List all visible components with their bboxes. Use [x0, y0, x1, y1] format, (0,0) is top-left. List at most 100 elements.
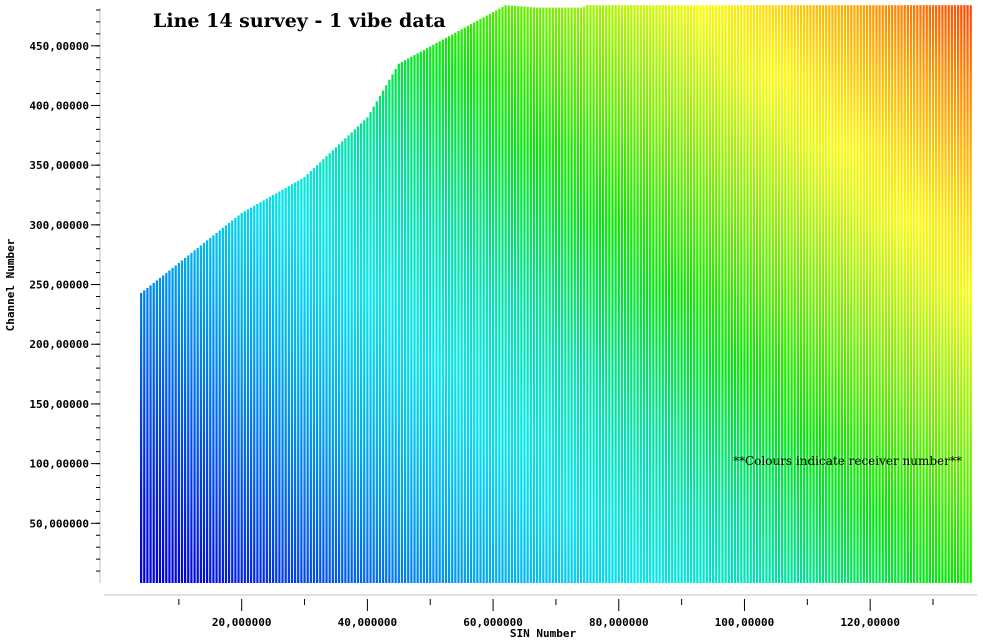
receiver-bar [224, 225, 228, 584]
receiver-bar [809, 5, 812, 583]
receiver-bar [363, 120, 366, 584]
receiver-bar [595, 5, 598, 583]
receiver-bar [331, 150, 334, 584]
receiver-bar [350, 132, 353, 583]
receiver-bar [325, 156, 328, 583]
receiver-bar [645, 5, 649, 583]
receiver-bar [162, 275, 165, 583]
receiver-bar [347, 135, 350, 583]
receiver-bar [859, 5, 862, 583]
receiver-bar [353, 129, 356, 583]
receiver-bar [730, 5, 734, 583]
receiver-bar [526, 6, 529, 584]
receiver-bar [652, 5, 655, 583]
receiver-bar [488, 13, 492, 584]
receiver-bar [834, 5, 837, 583]
receiver-bar [950, 5, 953, 583]
receiver-bar [702, 5, 705, 583]
receiver-bar [957, 5, 960, 583]
receiver-bar [303, 177, 306, 583]
receiver-bar [385, 85, 388, 584]
receiver-bar [680, 5, 683, 583]
receiver-bar [281, 189, 284, 583]
receiver-bar [557, 7, 561, 583]
bars-group [140, 5, 972, 584]
receiver-bar [909, 5, 913, 583]
receiver-bar [209, 237, 212, 583]
receiver-bar [561, 7, 564, 583]
receiver-bar [938, 5, 941, 583]
receiver-bar [586, 5, 589, 583]
receiver-bar [419, 51, 422, 583]
chart-title: Line 14 survey - 1 vibe data [153, 10, 446, 32]
receiver-bar [554, 7, 558, 583]
receiver-bar [567, 7, 570, 583]
receiver-bar [454, 32, 457, 584]
x-tick-label: 60,000000 [463, 616, 523, 629]
receiver-bar [171, 267, 174, 583]
receiver-bar [589, 5, 592, 583]
receiver-bar [444, 37, 448, 583]
receiver-bar [787, 5, 790, 583]
receiver-bar [193, 250, 196, 583]
receiver-bar [699, 5, 702, 583]
receiver-bar [300, 178, 303, 583]
receiver-bar [784, 5, 787, 583]
receiver-bar [620, 5, 624, 583]
receiver-bar [828, 5, 831, 583]
receiver-bar [463, 27, 466, 584]
receiver-bar [152, 282, 155, 583]
receiver-bar [545, 7, 548, 583]
receiver-bar [143, 290, 146, 583]
receiver-bar [284, 187, 287, 583]
receiver-bar [184, 257, 187, 583]
receiver-bar [451, 34, 454, 583]
receiver-bar [708, 5, 712, 583]
x-axis-title: SIN Number [510, 627, 577, 640]
receiver-bar [812, 5, 815, 583]
receiver-bar [469, 24, 473, 584]
receiver-bar [724, 5, 727, 583]
receiver-bar [743, 5, 746, 583]
receiver-bar [721, 5, 724, 583]
receiver-bar [579, 7, 583, 583]
receiver-bar [850, 5, 853, 583]
receiver-bar [262, 200, 265, 583]
receiver-bar [234, 217, 237, 584]
receiver-bar [174, 265, 177, 583]
x-tick-label: 120,00000 [840, 616, 900, 629]
receiver-bar [190, 252, 193, 583]
receiver-bar [925, 5, 928, 583]
receiver-bar [887, 5, 891, 583]
receiver-bar [777, 5, 781, 583]
receiver-bar [199, 245, 202, 583]
receiver-bar [683, 5, 686, 583]
receiver-bar [686, 5, 690, 583]
receiver-bar [253, 205, 256, 583]
receiver-bar [479, 18, 482, 583]
receiver-bar [542, 7, 545, 583]
receiver-bar [900, 5, 903, 583]
receiver-bar [953, 5, 957, 583]
receiver-bar [240, 212, 243, 584]
receiver-bar [507, 5, 510, 584]
receiver-bar [231, 220, 234, 584]
receiver-bar [337, 144, 341, 583]
receiver-bar [400, 61, 404, 584]
x-tick-label: 20,000000 [212, 616, 272, 629]
receiver-bar [155, 280, 158, 583]
receiver-bar [356, 126, 360, 584]
y-tick-label: 150,00000 [29, 398, 89, 411]
receiver-bar [576, 7, 580, 583]
receiver-bar [322, 159, 325, 583]
receiver-bar [523, 6, 526, 583]
receiver-bar [614, 5, 617, 583]
receiver-bar [447, 36, 451, 584]
y-tick-label: 200,00000 [29, 338, 89, 351]
receiver-bar [608, 5, 611, 583]
receiver-bar [847, 5, 850, 583]
receiver-bar [906, 5, 909, 583]
receiver-bar [674, 5, 677, 583]
receiver-bar [570, 7, 573, 583]
